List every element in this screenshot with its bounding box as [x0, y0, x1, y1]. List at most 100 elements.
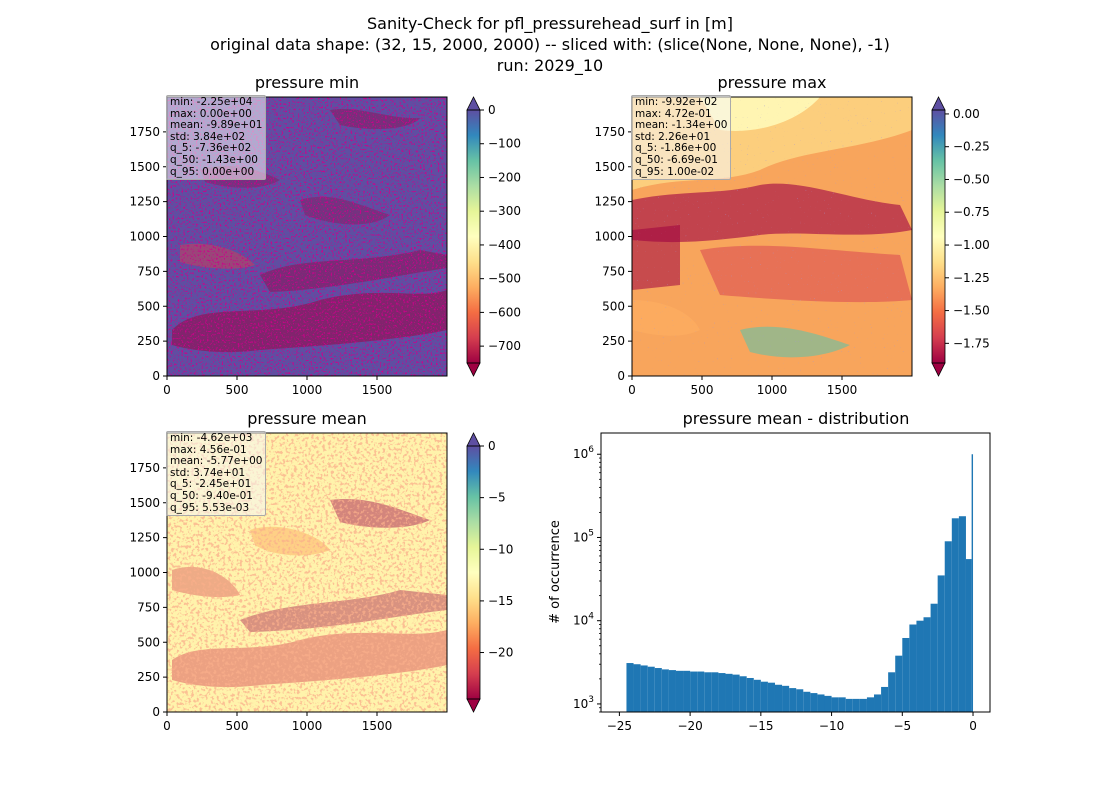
hist-title: pressure mean - distribution — [683, 409, 910, 428]
hist-bar — [909, 624, 917, 712]
hist-bar — [817, 694, 825, 712]
colorbar-tick-label: −600 — [488, 305, 521, 319]
colorbar-extend-bottom — [466, 698, 481, 713]
colorbar-extend-bottom — [931, 362, 946, 377]
stats-box-min: min: -2.25e+04 max: 0.00e+00 mean: -9.89e+… — [166, 95, 267, 181]
y-tick-label: 0 — [617, 369, 625, 383]
hist-bar — [859, 698, 867, 712]
colorbar-tick-label: −500 — [488, 272, 521, 286]
y-tick-label: 250 — [137, 334, 160, 348]
y-tick-label: 500 — [137, 299, 160, 313]
hist-bar — [668, 670, 676, 712]
colorbar-frame — [466, 109, 481, 364]
x-tick-label: 500 — [691, 383, 714, 397]
hist-frame — [600, 432, 991, 713]
y-tick-label: 750 — [137, 600, 160, 614]
hist-bar — [958, 516, 966, 712]
colorbar-tick-label: −5 — [488, 491, 506, 505]
hist-bar — [831, 697, 839, 712]
x-tick-label: 1500 — [827, 383, 858, 397]
hist-bar — [661, 669, 669, 712]
hist-bar — [690, 671, 698, 712]
y-tick-label: 1250 — [129, 195, 160, 209]
colorbar-max — [932, 110, 945, 363]
hist-bar — [852, 698, 860, 712]
hist-bar — [654, 668, 662, 712]
y-tick-label: 500 — [602, 299, 625, 313]
colorbar-tick-label: 0.00 — [953, 107, 980, 121]
y-tick-label: 500 — [137, 635, 160, 649]
stat-line: std: 3.74e+01 — [170, 466, 246, 479]
stat-line: q_5: -2.45e+01 — [170, 478, 252, 491]
hist-bar — [866, 697, 875, 712]
hist-bar — [697, 671, 705, 712]
hist-bar — [753, 679, 761, 712]
x-tick-label: 1500 — [362, 383, 393, 397]
y-tick-label: 1500 — [129, 160, 160, 174]
hist-bar — [881, 686, 889, 712]
hist-x-tick-label: −10 — [819, 719, 844, 733]
colorbar-tick-label: −300 — [488, 204, 521, 218]
hist-y-tick-label: 104 — [573, 612, 594, 628]
colorbar-tick-label: −1.75 — [953, 336, 990, 350]
hist-bar — [930, 603, 938, 712]
colorbar-frame — [466, 445, 481, 700]
hist-y-tick-label: 106 — [573, 445, 594, 461]
hist-bar — [789, 688, 797, 712]
stat-line: q_5: -1.86e+00 — [635, 142, 717, 155]
panel-hist: pressure mean - distribution # of occurr… — [548, 409, 991, 733]
stat-line: q_50: -6.69e-01 — [635, 153, 718, 166]
panel-min-title: pressure min — [255, 73, 359, 92]
y-tick-label: 1250 — [594, 195, 625, 209]
hist-x-tick-label: −25 — [607, 719, 632, 733]
stat-line: min: -2.25e+04 — [170, 96, 253, 108]
hist-bars — [626, 454, 974, 712]
hist-bar — [626, 663, 634, 712]
stat-line: max: 4.72e-01 — [635, 107, 712, 120]
hist-x-tick-label: 0 — [969, 719, 977, 733]
hist-bar — [746, 677, 754, 712]
y-tick-label: 1500 — [129, 496, 160, 510]
hist-bar — [796, 689, 804, 712]
stat-line: q_5: -7.36e+02 — [170, 142, 252, 155]
stat-line: q_95: 1.00e-02 — [635, 165, 715, 178]
colorbar-tick-label: −10 — [488, 542, 513, 556]
stat-line: q_50: -1.43e+00 — [170, 153, 258, 166]
colorbar-min — [467, 110, 480, 363]
x-tick-label: 500 — [226, 383, 249, 397]
hist-x-tick-label: −5 — [893, 719, 911, 733]
hist-bar — [711, 672, 719, 712]
y-tick-label: 750 — [137, 264, 160, 278]
x-tick-label: 1000 — [292, 383, 323, 397]
hist-bar — [965, 559, 972, 712]
colorbar-tick-label: −0.75 — [953, 205, 990, 219]
hist-bar — [916, 620, 924, 712]
hist-x-tick-label: −15 — [748, 719, 773, 733]
stat-line: max: 4.56e-01 — [170, 443, 247, 456]
hist-bar — [704, 672, 712, 712]
y-tick-label: 1750 — [129, 461, 160, 475]
panel-mean-title: pressure mean — [247, 409, 367, 428]
hist-bar — [923, 617, 931, 712]
figure-run-label: run: 2029_10 — [496, 56, 604, 75]
colorbar-frame — [931, 109, 946, 364]
stat-line: mean: -9.89e+01 — [170, 119, 263, 132]
x-tick-label: 1500 — [362, 719, 393, 733]
stat-line: mean: -1.34e+00 — [635, 119, 728, 132]
hist-bar — [888, 672, 896, 712]
x-tick-label: 0 — [628, 383, 636, 397]
hist-bar — [640, 665, 648, 712]
x-tick-label: 1000 — [757, 383, 788, 397]
y-tick-label: 250 — [602, 334, 625, 348]
colorbar-tick-label: −200 — [488, 170, 521, 184]
hist-bar — [675, 670, 684, 712]
colorbar-tick-label: 0 — [488, 439, 496, 453]
colorbar-tick-label: −100 — [488, 137, 521, 151]
colorbar-extend-top — [466, 96, 481, 111]
colorbar-tick-label: −0.25 — [953, 140, 990, 154]
x-tick-label: 500 — [226, 719, 249, 733]
stat-line: mean: -5.77e+00 — [170, 455, 263, 468]
stats-box-max: min: -9.92e+02 max: 4.72e-01 mean: -1.34e+… — [631, 95, 732, 181]
stats-box-mean: min: -4.62e+03 max: 4.56e-01 mean: -5.77e+… — [166, 431, 267, 517]
y-tick-label: 1750 — [129, 125, 160, 139]
